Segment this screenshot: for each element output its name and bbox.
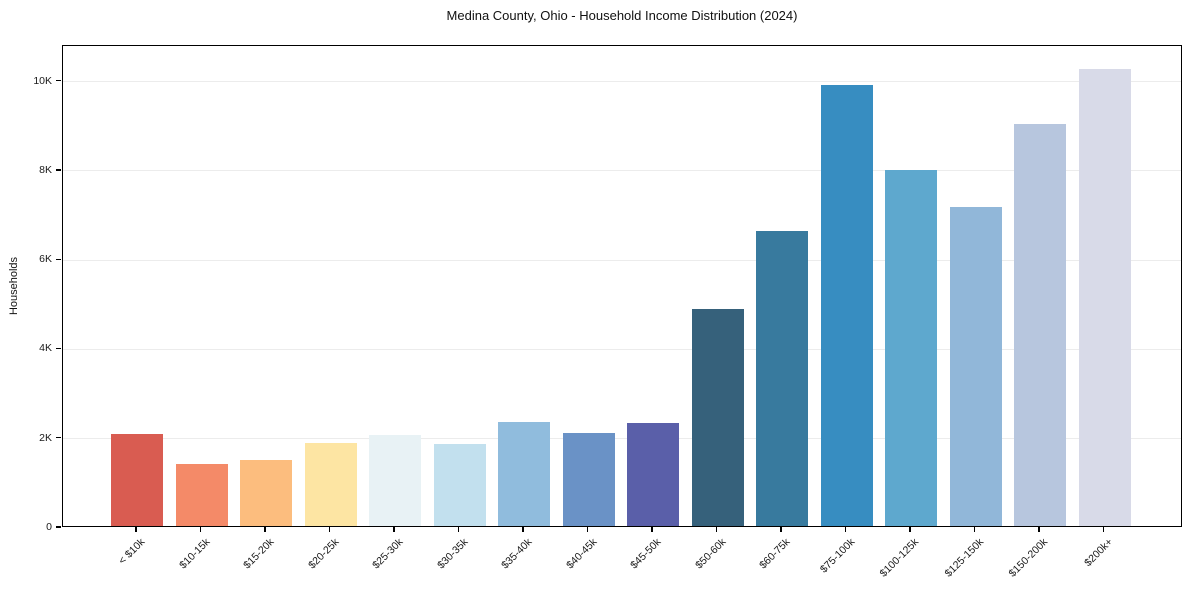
bar [756, 231, 808, 526]
x-tick-label: $75-100k [817, 536, 857, 576]
x-axis-tick [973, 527, 976, 532]
bar [433, 443, 486, 526]
x-tick-label: $100-125k [877, 536, 922, 580]
x-axis-tick [457, 527, 460, 532]
x-axis-tick [264, 527, 266, 532]
x-axis-tick [1102, 527, 1105, 532]
bar [111, 434, 163, 526]
x-tick-label: $125-150k [942, 536, 986, 580]
x-axis-tick [393, 527, 395, 532]
y-axis-label: Households [8, 256, 20, 316]
x-tick-label: $35-40k [499, 536, 535, 572]
y-tick-label: 10K [33, 74, 52, 87]
bar [885, 169, 937, 526]
y-axis-tick [56, 526, 61, 528]
y-axis-tick [56, 437, 61, 439]
x-tick-label: $20-25k [305, 536, 341, 572]
x-tick-label: $45-50k [628, 536, 664, 572]
x-axis-tick [651, 527, 653, 532]
bar [1014, 124, 1066, 526]
bar [562, 432, 615, 526]
bar [369, 434, 421, 526]
gridline [63, 438, 1181, 440]
x-tick-label: $10-15k [176, 536, 212, 572]
chart-title: Medina County, Ohio - Household Income D… [446, 8, 798, 23]
x-tick-label: $200k+ [1081, 536, 1115, 570]
y-tick-label: 0 [46, 521, 52, 533]
bar [1078, 68, 1131, 526]
x-axis-tick [715, 527, 718, 532]
bar [949, 207, 1002, 526]
x-axis-tick [909, 527, 911, 532]
gridline [63, 81, 1181, 83]
bar [691, 308, 744, 526]
x-tick-label: $30-35k [434, 536, 470, 572]
bar [820, 84, 873, 526]
x-axis-tick [328, 527, 331, 532]
gridline [63, 170, 1181, 172]
gridline [63, 259, 1181, 261]
y-axis-tick [56, 80, 61, 82]
y-tick-label: 6K [39, 253, 52, 266]
plot-area [62, 45, 1182, 527]
x-tick-label: $15-20k [241, 536, 277, 572]
gridline [63, 348, 1181, 350]
x-tick-label: $25-30k [370, 536, 406, 572]
x-axis-tick [586, 527, 589, 532]
y-tick-label: 4K [39, 342, 52, 355]
x-tick-label: $150-200k [1006, 536, 1051, 580]
y-tick-label: 2K [39, 431, 52, 444]
x-axis-tick [1038, 527, 1040, 532]
bar [304, 443, 357, 526]
x-tick-label: < $10k [116, 536, 148, 567]
bar [175, 463, 228, 526]
x-axis-tick [199, 527, 202, 532]
x-tick-label: $40-45k [563, 536, 599, 572]
bar [498, 422, 550, 526]
x-tick-label: $50-60k [692, 536, 728, 572]
bar [627, 422, 679, 526]
y-axis-tick [56, 347, 61, 350]
y-axis-tick [56, 258, 61, 260]
bar [240, 459, 292, 526]
x-axis-tick [844, 527, 847, 532]
x-tick-label: $60-75k [757, 536, 793, 572]
y-axis-tick [56, 169, 61, 171]
x-axis-tick [135, 527, 137, 532]
y-tick-label: 8K [39, 163, 52, 176]
x-axis-tick [522, 527, 524, 532]
x-axis-tick [780, 527, 782, 532]
